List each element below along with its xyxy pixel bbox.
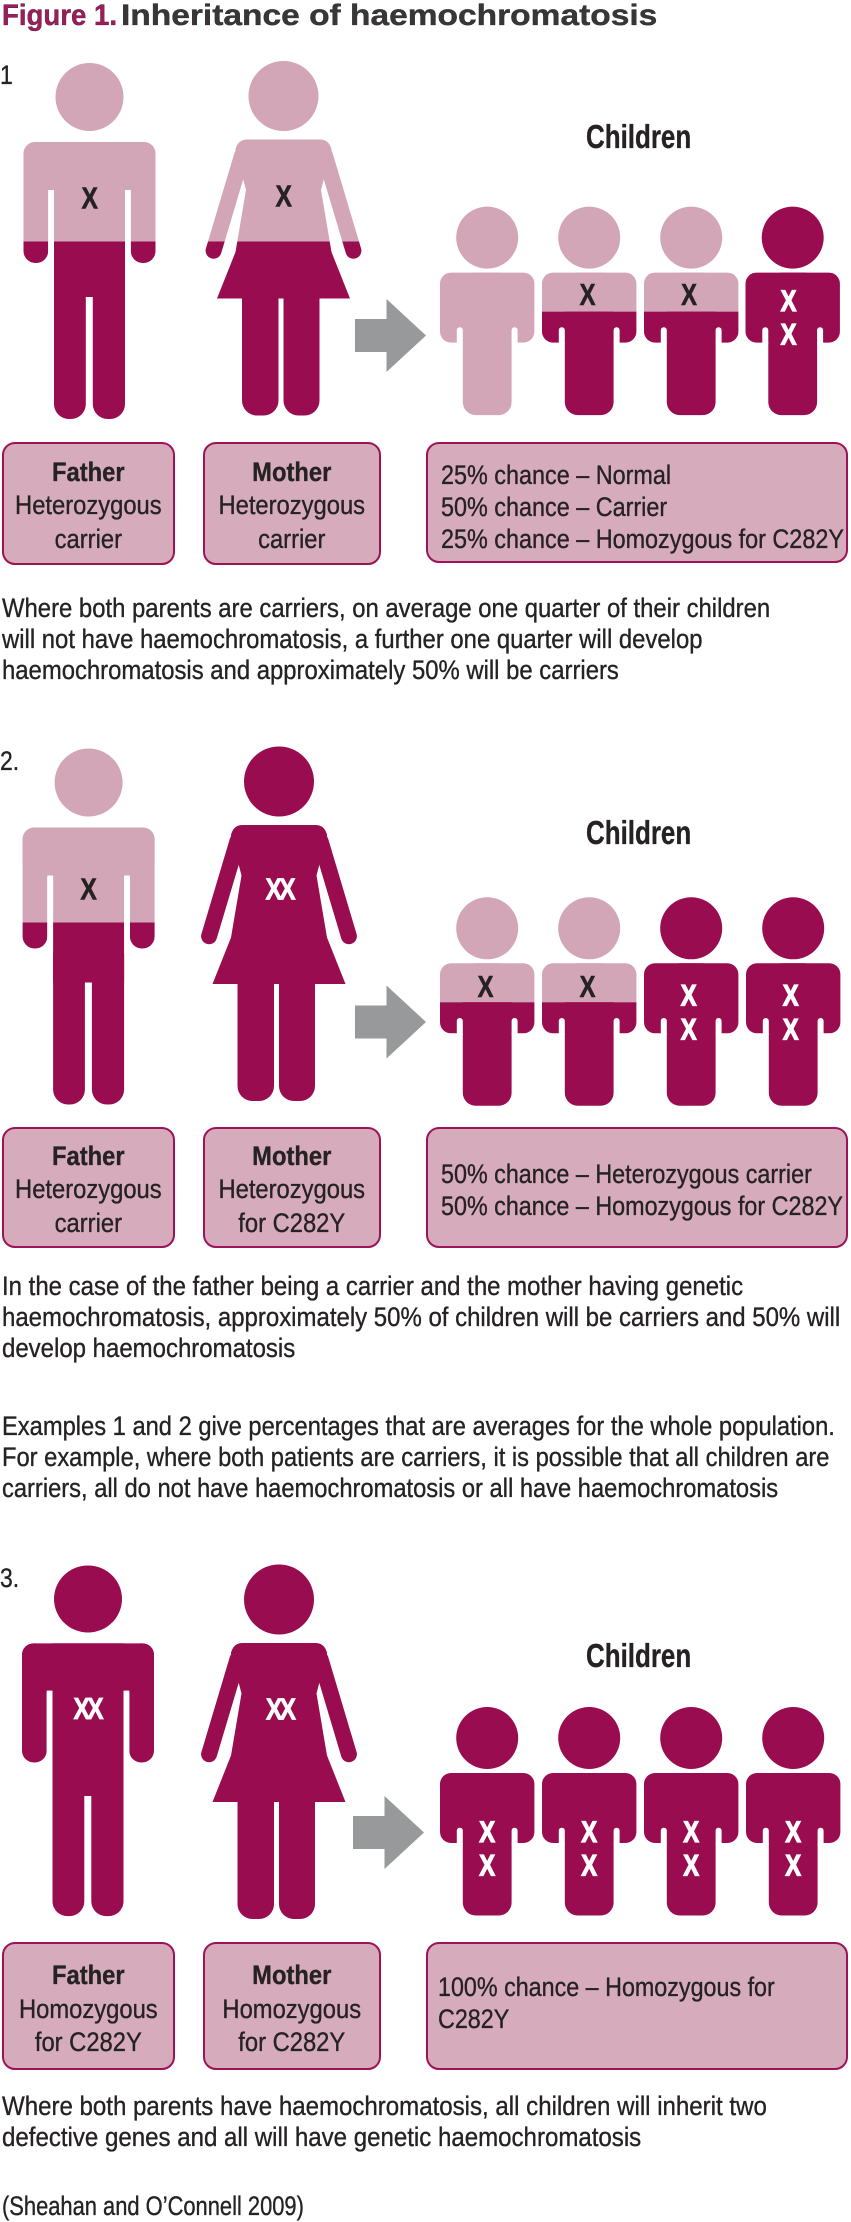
svg-text:X: X (279, 872, 296, 906)
svg-text:X: X (681, 979, 697, 1012)
svg-text:X: X (683, 1815, 699, 1848)
svg-text:X: X (683, 1849, 699, 1882)
svg-text:X: X (266, 1692, 283, 1726)
svg-text:X: X (581, 1815, 597, 1848)
svg-text:X: X (80, 872, 97, 906)
svg-text:X: X (785, 1815, 801, 1848)
svg-text:X: X (479, 1849, 495, 1882)
svg-text:X: X (74, 1691, 91, 1725)
svg-text:X: X (581, 1849, 597, 1882)
svg-text:X: X (580, 969, 596, 1004)
svg-text:X: X (783, 979, 799, 1012)
svg-text:X: X (266, 872, 283, 906)
svg-text:X: X (81, 181, 98, 215)
svg-text:X: X (681, 1013, 697, 1046)
svg-text:X: X (781, 284, 797, 317)
svg-text:X: X (781, 318, 797, 351)
svg-text:X: X (87, 1691, 104, 1725)
svg-text:X: X (479, 1815, 495, 1848)
svg-text:X: X (280, 1692, 297, 1726)
svg-text:X: X (783, 1013, 799, 1046)
svg-text:X: X (580, 277, 596, 312)
svg-text:X: X (681, 277, 697, 312)
svg-text:X: X (785, 1849, 801, 1882)
svg-text:X: X (275, 179, 292, 213)
svg-text:X: X (478, 969, 494, 1004)
